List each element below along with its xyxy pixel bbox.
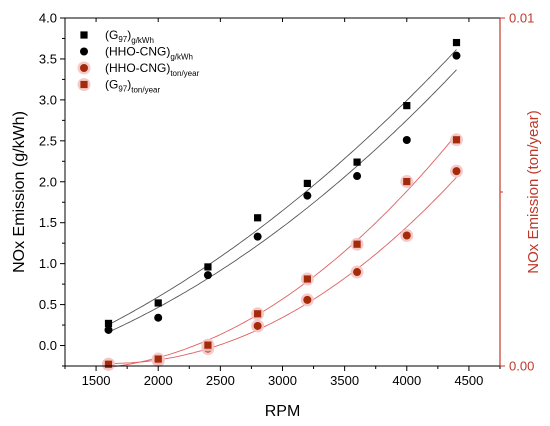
data-point-s1-1 <box>154 313 163 322</box>
data-point-s3-4 <box>303 275 311 283</box>
legend-marker-1 <box>80 47 88 56</box>
data-point-s3-6 <box>403 177 411 186</box>
x-tick-label: 2000 <box>144 373 173 388</box>
data-point-s0-3 <box>254 214 262 222</box>
data-point-s3-2 <box>204 341 212 349</box>
legend-marker-3 <box>80 80 88 89</box>
data-point-s0-5 <box>353 158 361 166</box>
data-point-s2-6 <box>402 231 411 240</box>
data-point-s3-7 <box>452 136 461 144</box>
y-tick-label: 0.5 <box>39 297 57 312</box>
data-point-s0-0 <box>104 319 113 328</box>
y-right-axis-title: NOx Emission (ton/year) <box>525 110 542 273</box>
legend-marker-2 <box>80 64 88 72</box>
data-point-s2-7 <box>452 167 461 176</box>
y-tick-label: 4.0 <box>39 11 57 26</box>
fit-curve-0 <box>108 49 457 326</box>
y-tick-label: 2.5 <box>39 133 57 148</box>
fit-curve-1 <box>108 69 457 333</box>
legend-label-2: (HHO-CNG)ton/year <box>105 61 200 78</box>
data-point-s1-7 <box>452 51 461 60</box>
legend-label-0: (G97)g/kWh <box>105 28 154 45</box>
data-point-s0-1 <box>154 299 162 307</box>
legend: (G97)g/kWh(HHO-CNG)g/kWh(HHO-CNG)ton/yea… <box>77 28 200 95</box>
legend-label-main: (HHO-CNG) <box>105 45 170 59</box>
data-point-s2-3 <box>253 321 262 330</box>
legend-label-3: (G97)ton/year <box>105 78 160 95</box>
data-point-s1-6 <box>402 136 411 145</box>
legend-marker-0 <box>80 31 88 39</box>
data-point-s2-4 <box>303 295 312 304</box>
y-tick-label: 1.0 <box>39 256 57 271</box>
data-point-s0-7 <box>452 38 461 47</box>
data-point-s3-3 <box>254 310 262 318</box>
data-point-s1-2 <box>203 271 212 280</box>
legend-label-sub: ton/year <box>131 86 160 95</box>
x-tick-label: 3500 <box>330 373 359 388</box>
legend-label-sub: ton/year <box>170 69 199 78</box>
data-point-s3-5 <box>353 240 361 248</box>
y-tick-label: 0.0 <box>39 338 57 353</box>
fit-curve-2 <box>108 176 457 364</box>
data-point-s1-0 <box>104 325 113 334</box>
legend-label-main: (G <box>105 78 118 92</box>
data-point-s1-5 <box>353 172 362 181</box>
axes: 1500 2000 2500 3000 3500 4000 4500 0.0 0.5 1.0 1.5… <box>11 11 542 421</box>
legend-label-main: (HHO-CNG) <box>105 61 170 75</box>
y-tick-label: 2.0 <box>39 174 57 189</box>
x-tick-label: 1500 <box>82 373 111 388</box>
y-axis-title: NOx Emission (g/kWh) <box>11 111 28 273</box>
x-tick-label: 4000 <box>392 373 421 388</box>
y-tick-label: 3.0 <box>39 92 57 107</box>
y-tick-label: 1.5 <box>39 215 57 230</box>
legend-label-sub: g/kWh <box>170 53 193 62</box>
legend-label-close: ) <box>127 28 131 42</box>
data-point-s1-4 <box>303 191 312 200</box>
legend-label-inner: 97 <box>118 35 127 44</box>
data-point-s2-5 <box>353 268 362 277</box>
y-tick-label: 3.5 <box>39 51 57 66</box>
fit-curve-3 <box>108 133 457 368</box>
data-point-s0-6 <box>403 102 411 110</box>
data-point-s0-4 <box>303 179 311 188</box>
legend-label-sub: g/kWh <box>131 36 154 45</box>
x-tick-label: 3000 <box>268 373 297 388</box>
data-point-s3-1 <box>154 355 162 363</box>
legend-label-inner: 97 <box>118 85 127 94</box>
data-point-s0-2 <box>204 263 212 271</box>
x-tick-label: 4500 <box>454 373 483 388</box>
legend-label-close: ) <box>127 78 131 92</box>
y-right-tick-label: 0.01 <box>509 11 534 26</box>
fit-curves <box>108 49 457 368</box>
legend-label-main: (G <box>105 28 118 42</box>
x-axis-title: RPM <box>265 403 301 420</box>
x-tick-label: 2500 <box>206 373 235 388</box>
data-point-s1-3 <box>253 232 262 241</box>
y-right-tick-label: 0.00 <box>509 359 534 374</box>
data-point-s3-0 <box>104 360 113 368</box>
legend-label-1: (HHO-CNG)g/kWh <box>105 45 193 62</box>
